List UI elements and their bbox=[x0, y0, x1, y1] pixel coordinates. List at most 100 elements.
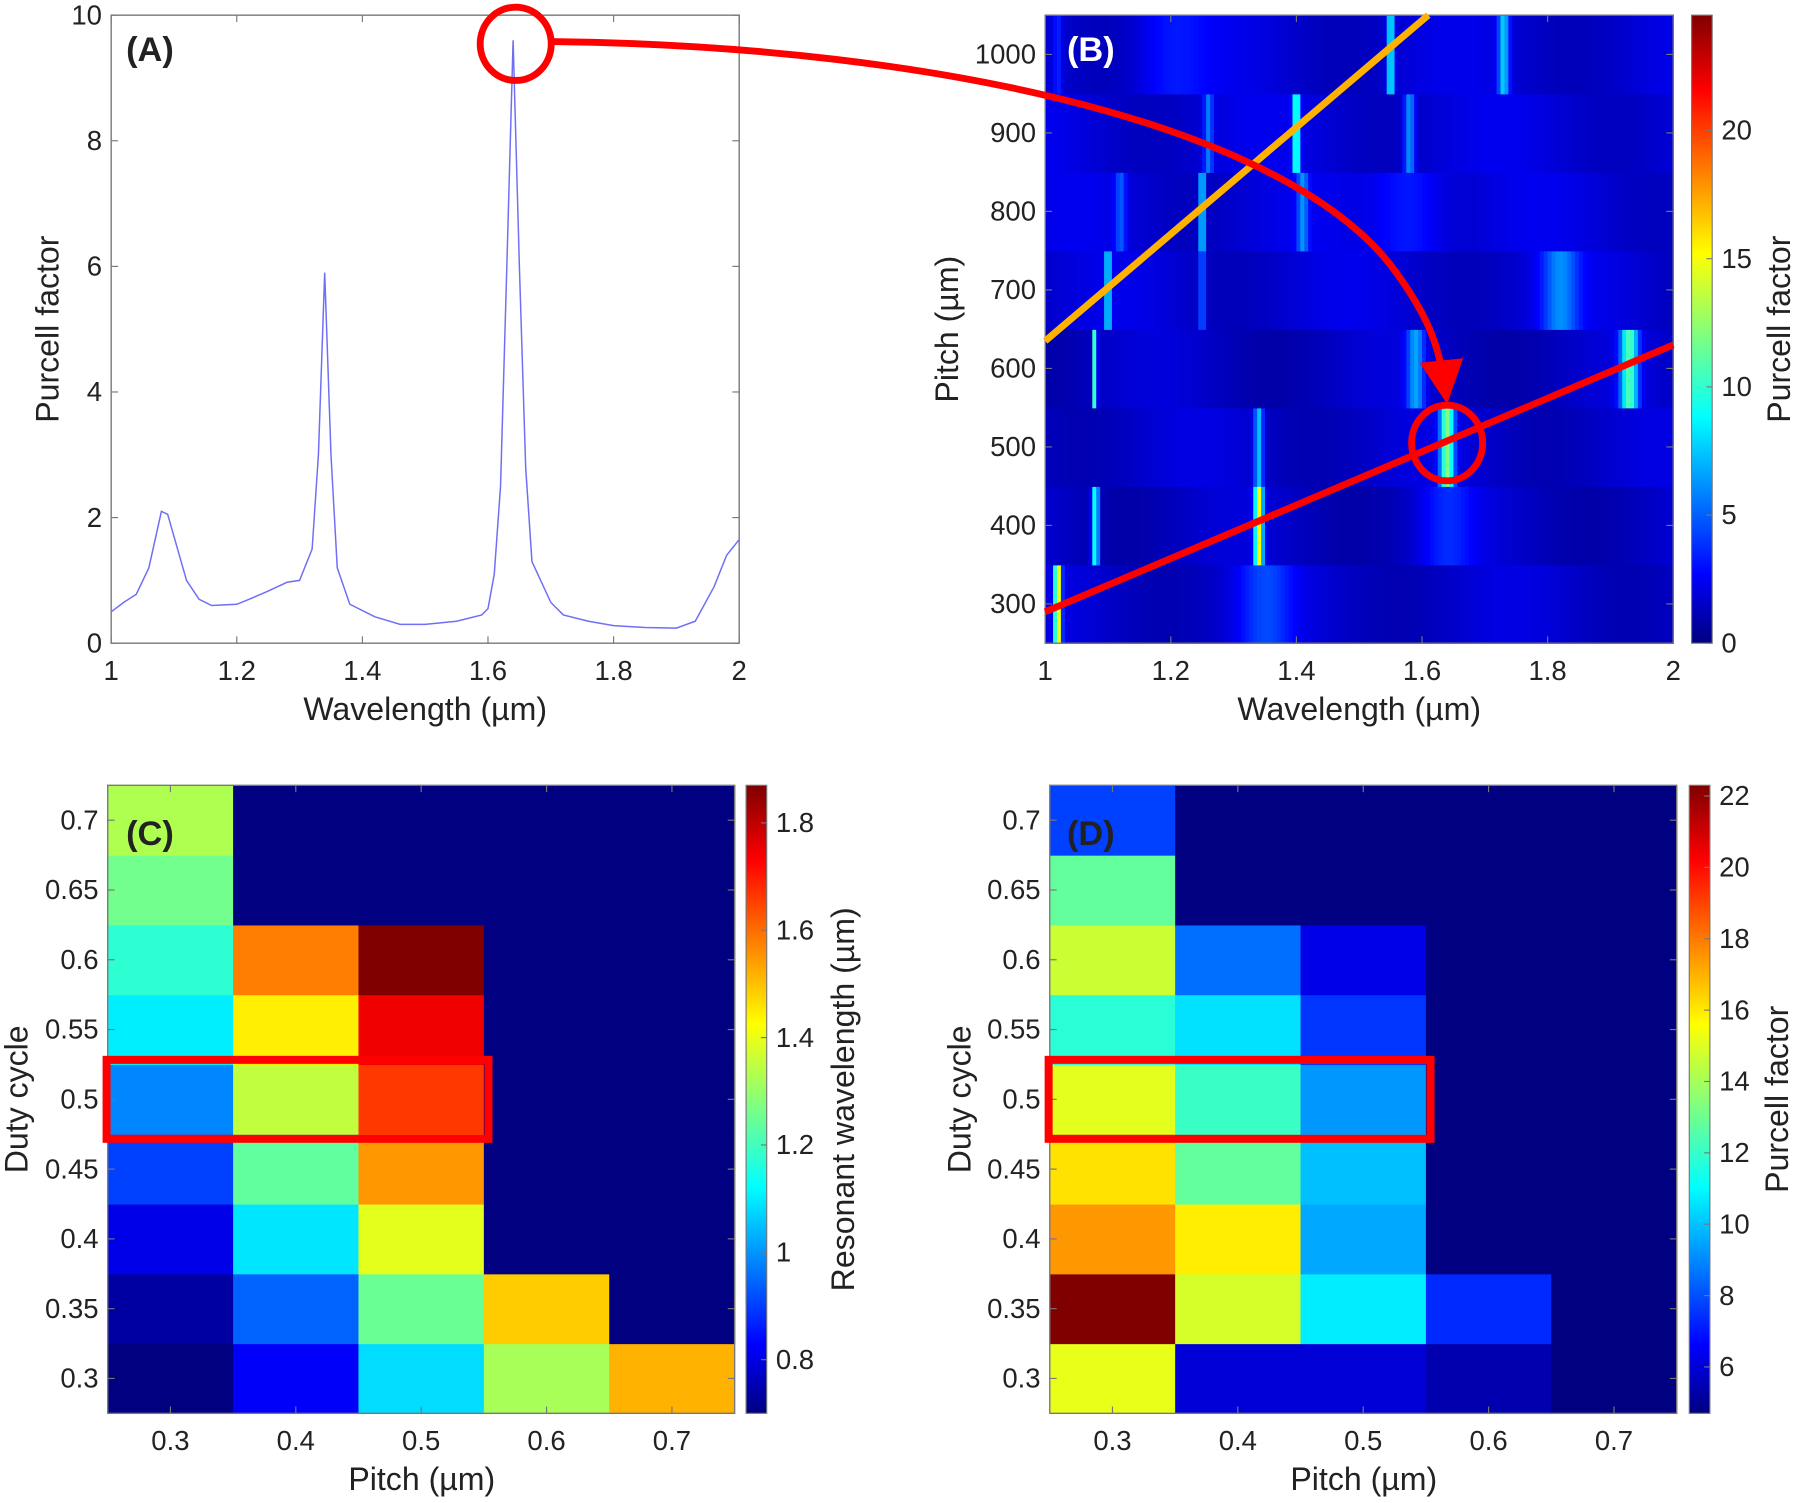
heatmap-cell bbox=[1394, 250, 1400, 330]
heatmap-cell bbox=[1645, 250, 1651, 330]
heatmap-cell bbox=[1225, 93, 1231, 173]
heatmap-cell bbox=[1414, 486, 1419, 566]
x-tick-label: 2 bbox=[1666, 655, 1681, 686]
heatmap-cell bbox=[1374, 486, 1380, 566]
y-tick-label: 0.6 bbox=[60, 944, 98, 975]
heatmap-cell bbox=[1394, 407, 1400, 487]
heatmap-cell bbox=[1626, 250, 1631, 330]
heatmap-cell bbox=[1135, 93, 1141, 173]
x-tick-label: 0.4 bbox=[277, 1425, 315, 1456]
heatmap-cell bbox=[1441, 172, 1447, 252]
heatmap-cell bbox=[1547, 407, 1553, 487]
heatmap-cell bbox=[1504, 329, 1510, 409]
heatmap-cell bbox=[1437, 93, 1443, 173]
heatmap-cell bbox=[1245, 564, 1250, 644]
heatmap-cell bbox=[1272, 172, 1278, 252]
heatmap-cell bbox=[1088, 172, 1093, 252]
heatmap-cell bbox=[1425, 15, 1431, 95]
heatmap-cell bbox=[1186, 564, 1192, 644]
heatmap-cell bbox=[1465, 15, 1470, 95]
heatmap-cell bbox=[1551, 407, 1557, 487]
heatmap-cell bbox=[1182, 172, 1188, 252]
heatmap-cell bbox=[1492, 172, 1498, 252]
heatmap-cell bbox=[1445, 250, 1451, 330]
heatmap-cell bbox=[1653, 564, 1659, 644]
heatmap-cell bbox=[1543, 486, 1549, 566]
colorbar-tick-label: 8 bbox=[1719, 1280, 1734, 1311]
heatmap-cell bbox=[1237, 15, 1243, 95]
heatmap-cell bbox=[1374, 407, 1380, 487]
heatmap-cell bbox=[1598, 486, 1604, 566]
heatmap-cell bbox=[1492, 564, 1498, 644]
heatmap-cell bbox=[1249, 172, 1254, 252]
heatmap-cell bbox=[1096, 93, 1101, 173]
heatmap-cell bbox=[1284, 407, 1290, 487]
heatmap-cell bbox=[1351, 407, 1356, 487]
heatmap-cell bbox=[1104, 486, 1109, 566]
heatmap-cell bbox=[1500, 564, 1506, 644]
heatmap-cell bbox=[1104, 15, 1109, 95]
heatmap-cell bbox=[1284, 172, 1290, 252]
heatmap-cell bbox=[1217, 329, 1223, 409]
heatmap-cell bbox=[1056, 486, 1062, 566]
heatmap-cell bbox=[1500, 250, 1506, 330]
x-tick-label: 1.4 bbox=[1277, 655, 1315, 686]
heatmap-cell bbox=[1555, 564, 1561, 644]
heatmap-cell bbox=[609, 1134, 736, 1205]
heatmap-cell bbox=[1641, 15, 1647, 95]
heatmap-cell bbox=[1504, 172, 1510, 252]
panel-a: 1 1.2 1.4 1.6 1.8 2 0 2 4 6 8 10 bbox=[71, 0, 746, 686]
heatmap-cell bbox=[1610, 250, 1616, 330]
heatmap-cell bbox=[1394, 486, 1400, 566]
heatmap-cell bbox=[1492, 329, 1498, 409]
heatmap-cell bbox=[1488, 407, 1494, 487]
heatmap-cell bbox=[1378, 250, 1384, 330]
heatmap-cell bbox=[358, 785, 485, 856]
heatmap-cell bbox=[233, 785, 360, 856]
heatmap-cell bbox=[1331, 486, 1337, 566]
heatmap-cell bbox=[1622, 15, 1627, 95]
heatmap-cell bbox=[1053, 15, 1058, 95]
colorbar-label-b: Purcell factor bbox=[1761, 235, 1797, 423]
heatmap-cell bbox=[1229, 250, 1235, 330]
heatmap-cell bbox=[1257, 564, 1262, 644]
y-tick-label: 2 bbox=[87, 502, 102, 533]
heatmap-cell bbox=[1092, 250, 1097, 330]
heatmap-cell bbox=[1422, 93, 1427, 173]
heatmap-cell bbox=[1414, 250, 1419, 330]
heatmap-cell bbox=[1347, 564, 1353, 644]
heatmap-cell bbox=[1476, 172, 1482, 252]
heatmap-cell bbox=[1433, 564, 1439, 644]
heatmap-cell bbox=[1484, 15, 1490, 95]
heatmap-cell bbox=[1496, 329, 1502, 409]
heatmap-cell bbox=[1441, 486, 1447, 566]
heatmap-cell bbox=[1516, 250, 1521, 330]
heatmap-cell bbox=[1080, 329, 1086, 409]
heatmap-cell bbox=[1618, 564, 1623, 644]
heatmap-cell bbox=[1182, 15, 1188, 95]
heatmap-cell bbox=[1312, 15, 1317, 95]
heatmap-cell bbox=[1100, 407, 1105, 487]
heatmap-cell bbox=[1308, 407, 1313, 487]
heatmap-cell bbox=[107, 994, 234, 1066]
x-tick-label: 1 bbox=[104, 655, 119, 686]
heatmap-cell bbox=[1213, 486, 1219, 566]
heatmap-cell bbox=[1119, 15, 1125, 95]
heatmap-cell bbox=[1461, 564, 1466, 644]
heatmap-cell bbox=[1551, 1203, 1678, 1275]
heatmap-cell bbox=[1049, 1064, 1176, 1135]
heatmap-cell bbox=[1123, 172, 1129, 252]
heatmap-cell bbox=[1378, 564, 1384, 644]
heatmap-cell bbox=[233, 994, 360, 1066]
heatmap-cell bbox=[1390, 172, 1396, 252]
heatmap-cell bbox=[1088, 15, 1093, 95]
heatmap-cell bbox=[1543, 329, 1549, 409]
heatmap-cell bbox=[1213, 15, 1219, 95]
heatmap-cell bbox=[1473, 407, 1478, 487]
heatmap-cell bbox=[1092, 172, 1097, 252]
heatmap-cell bbox=[1115, 15, 1121, 95]
heatmap-cell bbox=[1139, 407, 1145, 487]
heatmap-cell bbox=[1563, 250, 1568, 330]
heatmap-cell bbox=[1630, 172, 1635, 252]
heatmap-cell bbox=[1339, 250, 1345, 330]
